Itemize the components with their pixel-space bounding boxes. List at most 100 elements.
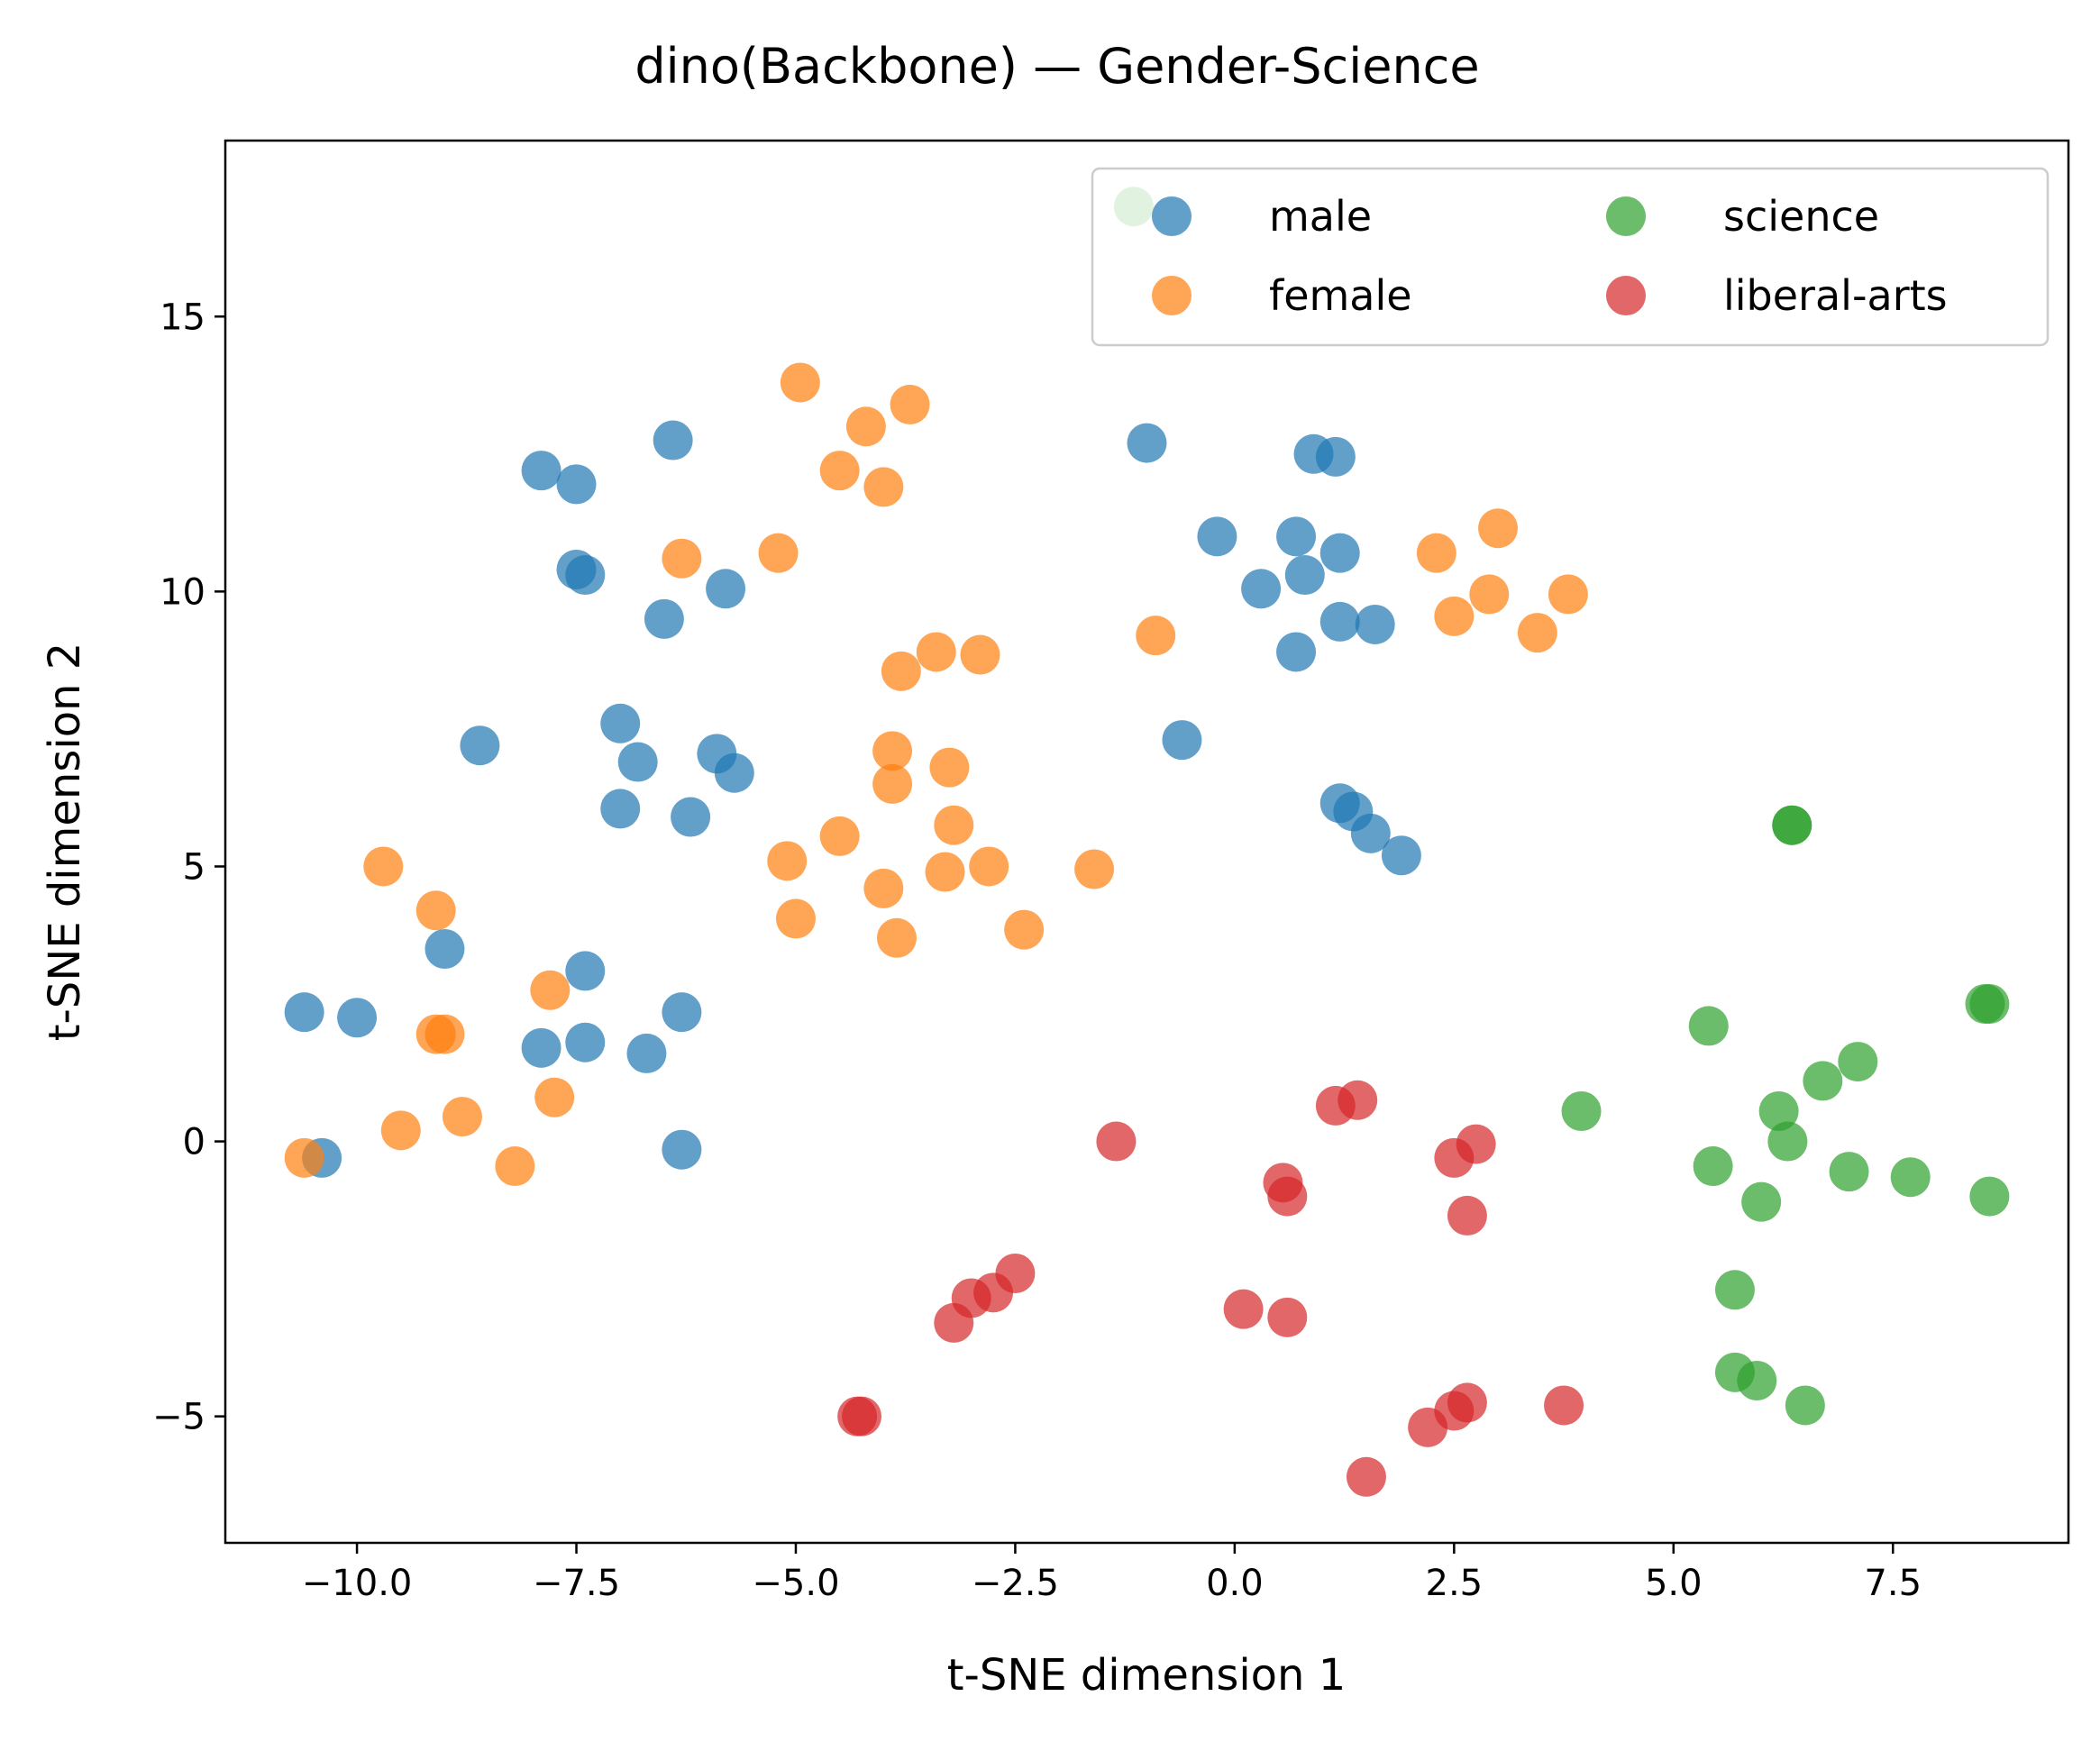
legend-marker-liberal-arts [1606, 276, 1646, 315]
data-point-male [1315, 436, 1356, 477]
data-point-male [706, 569, 746, 609]
data-point-science [1785, 1385, 1825, 1426]
data-point-liberal-arts [1447, 1195, 1487, 1236]
y-tick-label: 15 [160, 296, 205, 338]
data-point-science [1737, 1360, 1777, 1400]
data-point-male [600, 789, 641, 829]
data-point-female [1416, 533, 1456, 573]
data-point-liberal-arts [1447, 1382, 1487, 1423]
data-point-science [1688, 1006, 1729, 1046]
y-tick-label: −5 [152, 1397, 205, 1438]
y-tick-label: 0 [183, 1122, 205, 1163]
data-point-male [1381, 835, 1421, 876]
data-point-female [380, 1110, 421, 1151]
data-point-male [600, 703, 641, 743]
data-point-liberal-arts [1267, 1297, 1308, 1337]
x-tick-label: −5.0 [752, 1563, 839, 1604]
data-point-male [556, 464, 597, 505]
data-point-male [1127, 423, 1167, 463]
x-tick-label: −10.0 [302, 1563, 413, 1604]
data-point-male [662, 1129, 702, 1170]
data-point-science [1741, 1181, 1782, 1222]
data-point-male [1284, 555, 1325, 596]
x-tick-label: 2.5 [1426, 1563, 1484, 1604]
chart-title: dino(Backbone) — Gender-Science [635, 38, 1479, 95]
points-layer [284, 187, 2010, 1497]
data-point-female [442, 1097, 482, 1137]
legend-box [1091, 167, 2050, 347]
data-point-female [845, 406, 886, 447]
data-point-female [929, 747, 970, 788]
data-point-female [876, 917, 917, 958]
legend-label-female: female [1269, 271, 1412, 320]
data-point-science [1693, 1146, 1733, 1187]
data-point-female [284, 1137, 324, 1178]
data-point-female [969, 846, 1009, 887]
data-point-female [1136, 616, 1176, 656]
legend-label-science: science [1723, 192, 1879, 241]
data-point-science [1803, 1061, 1843, 1101]
x-tick-label: 7.5 [1864, 1563, 1922, 1604]
data-point-science [1758, 1090, 1799, 1131]
data-point-female [925, 852, 965, 892]
data-point-science [1829, 1152, 1869, 1192]
data-point-science [1772, 805, 1812, 845]
data-point-female [960, 634, 1000, 675]
data-point-male [1276, 516, 1317, 557]
data-point-liberal-arts [1338, 1080, 1378, 1120]
y-axis-label: t-SNE dimension 2 [40, 643, 90, 1042]
x-tick-label: −7.5 [533, 1563, 620, 1604]
data-point-male [1197, 516, 1237, 557]
legend: male female science liberal-arts [1091, 167, 2050, 347]
data-point-male [1355, 604, 1395, 644]
data-point-female [758, 533, 799, 573]
data-point-female [534, 1077, 575, 1117]
data-point-male [1350, 813, 1391, 853]
data-point-liberal-arts [1267, 1176, 1308, 1217]
data-point-science [1838, 1042, 1878, 1082]
data-point-male [284, 992, 324, 1033]
data-point-female [1074, 849, 1115, 889]
data-point-male [644, 598, 684, 639]
data-point-male [1319, 601, 1360, 642]
data-point-male [425, 928, 465, 969]
data-point-male [626, 1033, 667, 1073]
data-point-male [1241, 569, 1282, 609]
data-point-science [1714, 1270, 1755, 1310]
data-point-male [671, 797, 711, 837]
data-point-female [1469, 574, 1510, 615]
data-point-female [872, 731, 913, 771]
legend-label-liberal-arts: liberal-arts [1723, 271, 1948, 320]
legend-marker-female [1152, 276, 1192, 315]
data-point-female [363, 846, 404, 887]
data-point-liberal-arts [842, 1396, 882, 1436]
y-tick-label: 10 [160, 571, 205, 613]
data-point-liberal-arts [995, 1254, 1036, 1294]
data-point-science [1767, 1121, 1808, 1162]
data-point-female [872, 763, 913, 804]
x-tick-label: 0.0 [1206, 1563, 1264, 1604]
y-tick-label: 5 [183, 846, 205, 888]
data-point-female [780, 362, 820, 403]
data-point-female [934, 805, 974, 845]
data-point-female [916, 632, 956, 672]
data-point-liberal-arts [1223, 1289, 1264, 1329]
data-point-female [530, 970, 571, 1010]
data-point-male [565, 1022, 606, 1063]
data-point-female [1004, 909, 1045, 950]
data-point-male [565, 555, 606, 596]
data-point-female [1548, 574, 1588, 615]
data-point-female [767, 841, 808, 881]
data-point-science [1890, 1157, 1931, 1198]
data-point-liberal-arts [1096, 1121, 1137, 1162]
data-point-male [714, 752, 754, 793]
data-point-male [521, 1027, 562, 1068]
data-point-male [1162, 720, 1202, 761]
y-axis-ticks: −5 0 5 10 15 [152, 296, 225, 1438]
data-point-female [1434, 596, 1475, 636]
data-point-male [565, 951, 606, 991]
data-point-science [1969, 1176, 2010, 1217]
x-tick-label: 5.0 [1645, 1563, 1703, 1604]
data-point-female [425, 1014, 465, 1054]
